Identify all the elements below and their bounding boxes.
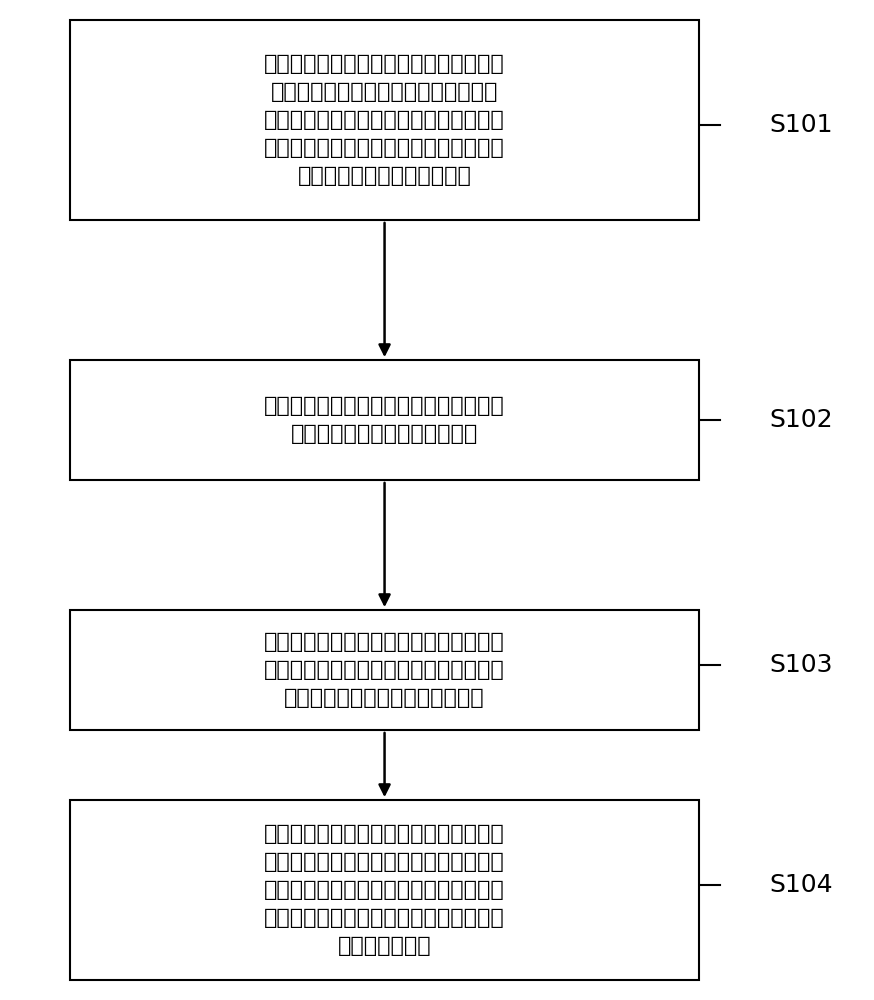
FancyBboxPatch shape [70, 360, 699, 480]
Text: S102: S102 [769, 408, 833, 432]
Text: S103: S103 [769, 653, 833, 677]
FancyBboxPatch shape [70, 800, 699, 980]
Text: 将所述电缆实时负荷数据输入到所述温度
场有限元模型，得到电缆表面温度有限元
计算结果和电缆导体温度计算结果: 将所述电缆实时负荷数据输入到所述温度 场有限元模型，得到电缆表面温度有限元 计算… [264, 632, 505, 708]
FancyBboxPatch shape [70, 610, 699, 730]
Text: S104: S104 [769, 873, 833, 897]
Text: S101: S101 [769, 113, 833, 137]
FancyBboxPatch shape [70, 20, 699, 220]
Text: 基于所述电缆表面温度有限元计算结果、
所述电缆导体温度计算结果和所述电缆表
面温度信息，结合预设阈值，对输电电缆
线路动态载流量进行评估，得到电缆线路
载流量评: 基于所述电缆表面温度有限元计算结果、 所述电缆导体温度计算结果和所述电缆表 面温… [264, 824, 505, 956]
Text: 根据所述电缆实际结构和所述周围敷设环
境信息，建立温度场有限元模型: 根据所述电缆实际结构和所述周围敷设环 境信息，建立温度场有限元模型 [264, 396, 505, 444]
Text: 获取电缆表面的温度最高点位置的详细信
息；所述详细信息包括电缆表面温度信
息、最高点位置的电缆实际结构、最高点
位置的周围敷设环境信息和温度时间序列
记录对应的: 获取电缆表面的温度最高点位置的详细信 息；所述详细信息包括电缆表面温度信 息、最… [264, 54, 505, 186]
